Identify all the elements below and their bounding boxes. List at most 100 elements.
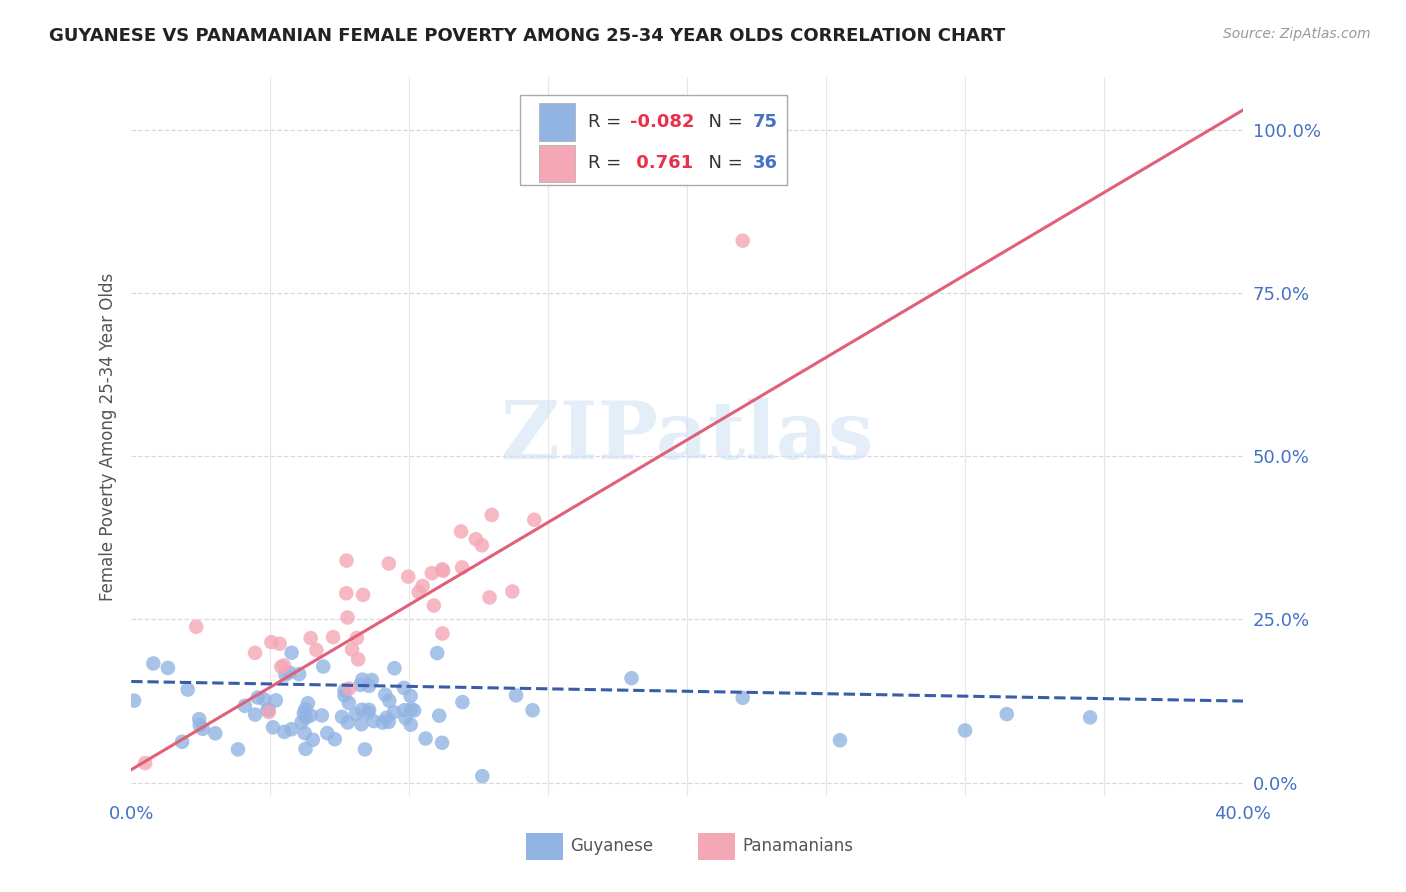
Point (336, 715, 359, 730)
Point (378, 694, 401, 708)
Point (186, 620, 208, 634)
Point (243, 707, 266, 722)
Point (399, 689, 422, 703)
Point (273, 725, 295, 739)
Point (269, 637, 291, 651)
Point (262, 720, 284, 734)
Point (336, 553, 359, 567)
Point (257, 705, 280, 719)
Point (176, 682, 198, 697)
Text: GUYANESE VS PANAMANIAN FEMALE POVERTY AMONG 25-34 YEAR OLDS CORRELATION CHART: GUYANESE VS PANAMANIAN FEMALE POVERTY AM… (49, 27, 1005, 45)
Point (294, 702, 316, 716)
Point (522, 703, 544, 717)
Point (188, 712, 211, 726)
Point (392, 681, 415, 695)
Point (299, 631, 322, 645)
Point (142, 657, 165, 671)
Point (274, 667, 297, 681)
Point (311, 708, 333, 723)
Point (350, 717, 373, 731)
Text: R =: R = (588, 154, 627, 172)
Text: N =: N = (697, 113, 748, 131)
Point (134, 756, 156, 771)
Point (333, 689, 356, 703)
Point (432, 626, 454, 640)
Point (233, 698, 256, 713)
Point (305, 643, 328, 657)
Point (290, 715, 312, 730)
Point (292, 706, 315, 721)
Point (295, 710, 318, 724)
Point (337, 681, 360, 696)
Point (464, 532, 486, 546)
Point (450, 524, 472, 539)
Point (395, 711, 418, 725)
Point (172, 735, 194, 749)
Point (336, 610, 359, 624)
Point (350, 703, 373, 717)
Point (256, 703, 278, 717)
Point (357, 703, 380, 717)
Point (430, 736, 453, 750)
Point (404, 703, 426, 717)
Point (204, 726, 226, 740)
Text: -0.082: -0.082 (630, 113, 695, 131)
Point (346, 631, 368, 645)
Point (288, 667, 311, 681)
Point (432, 564, 454, 578)
FancyBboxPatch shape (526, 833, 562, 861)
Point (471, 769, 494, 783)
Point (357, 706, 380, 720)
Point (426, 646, 449, 660)
Point (620, 671, 643, 685)
Point (352, 588, 374, 602)
Point (243, 646, 266, 660)
Point (363, 714, 385, 728)
Text: N =: N = (697, 154, 748, 172)
Point (257, 703, 280, 717)
Point (378, 557, 401, 571)
Point (344, 707, 367, 722)
Point (427, 708, 450, 723)
Point (301, 732, 323, 747)
Point (394, 703, 416, 717)
Point (333, 683, 356, 698)
Point (357, 679, 380, 693)
Point (471, 538, 494, 552)
FancyBboxPatch shape (540, 103, 575, 141)
Point (294, 742, 316, 756)
Point (420, 566, 443, 581)
Point (415, 731, 437, 746)
Point (1078, 710, 1101, 724)
Point (122, 693, 145, 707)
Point (375, 711, 398, 725)
Point (270, 660, 292, 674)
Point (323, 732, 346, 747)
Point (294, 726, 316, 740)
Point (384, 661, 406, 675)
Text: ZIPatlas: ZIPatlas (501, 398, 873, 475)
Point (337, 696, 360, 710)
Point (481, 508, 503, 522)
Point (330, 710, 353, 724)
Text: R =: R = (588, 113, 627, 131)
Point (349, 678, 371, 692)
Point (253, 692, 276, 706)
Point (299, 708, 322, 723)
Text: Guyanese: Guyanese (571, 837, 654, 855)
Point (352, 673, 374, 687)
Text: 0.761: 0.761 (630, 154, 693, 172)
Point (995, 707, 1018, 722)
Point (374, 688, 396, 702)
Text: Panamanians: Panamanians (742, 837, 853, 855)
Point (828, 733, 851, 747)
Point (501, 584, 523, 599)
Point (408, 585, 430, 599)
Point (451, 695, 474, 709)
Point (423, 599, 446, 613)
Point (226, 742, 249, 756)
Point (412, 579, 434, 593)
Point (953, 723, 976, 738)
Point (731, 234, 754, 248)
Point (312, 659, 335, 673)
